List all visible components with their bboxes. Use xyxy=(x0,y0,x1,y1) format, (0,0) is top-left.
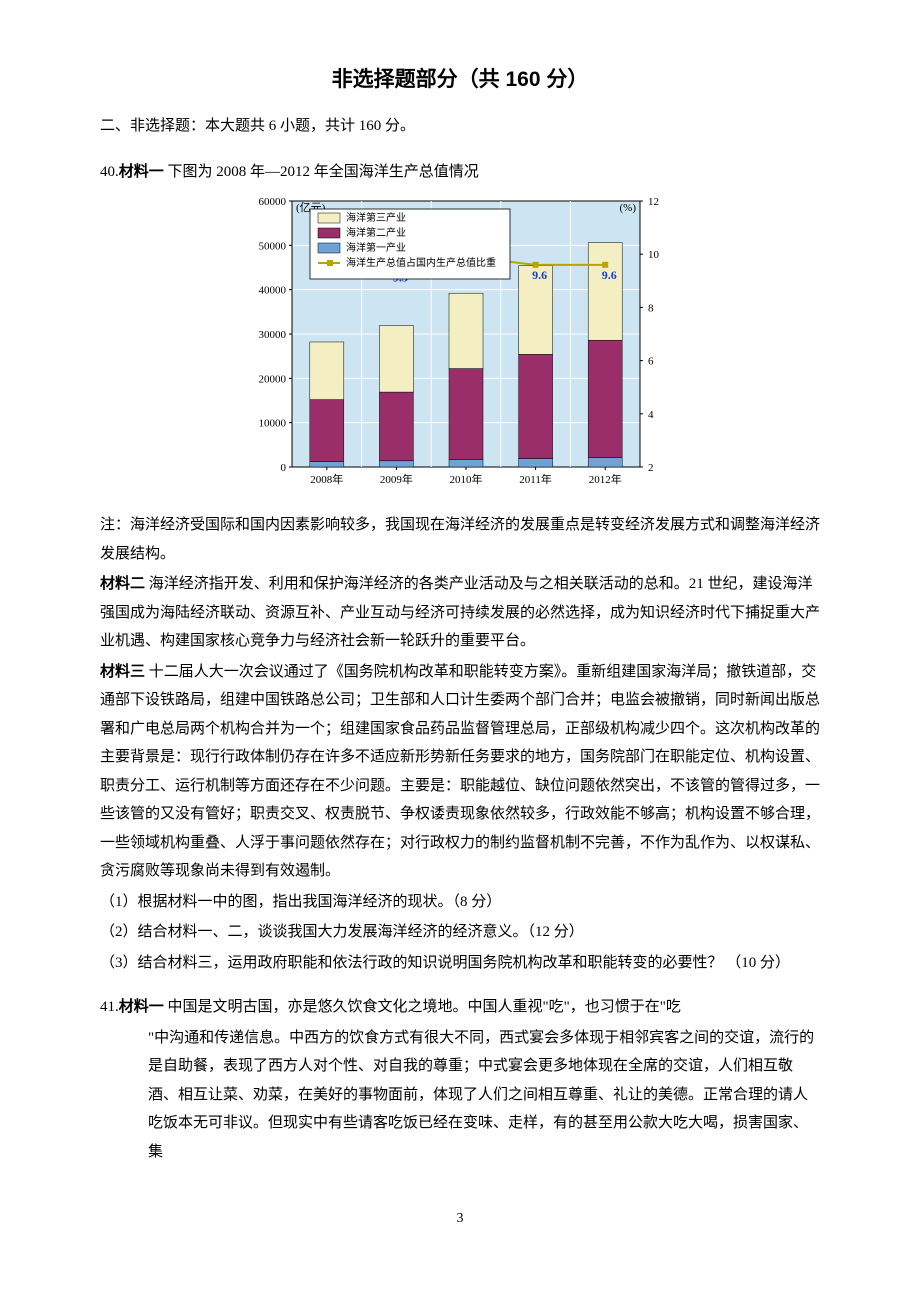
svg-text:海洋第三产业: 海洋第三产业 xyxy=(346,211,406,224)
q41-m1-first: 中国是文明古国，亦是悠久饮食文化之境地。中国人重视"吃"，也习惯于在"吃 xyxy=(164,999,681,1015)
svg-text:60000: 60000 xyxy=(259,196,287,208)
svg-text:10000: 10000 xyxy=(259,418,287,430)
ocean-chart: 0 10000 20000 30000 40000 50000 60000 2 4 6 8 10 12 (… xyxy=(240,193,680,504)
q40-m3-text: 十二届人大一次会议通过了《国务院机构改革和职能转变方案》。重新组建国家海洋局；撤… xyxy=(100,664,820,880)
q40-m2: 材料二 海洋经济指开发、利用和保护海洋经济的各类产业活动及与之相关联活动的总和。… xyxy=(100,570,820,656)
q40-sub2: （2）结合材料一、二，谈谈我国大力发展海洋经济的经济意义。（12 分） xyxy=(100,918,820,947)
svg-text:20000: 20000 xyxy=(259,373,287,385)
svg-text:2009年: 2009年 xyxy=(380,472,413,486)
q40-m1-text: 下图为 2008 年—2012 年全国海洋生产总值情况 xyxy=(164,164,479,180)
svg-text:(%): (%) xyxy=(620,202,637,214)
q40-m2-label: 材料二 xyxy=(100,575,145,592)
svg-text:40000: 40000 xyxy=(259,285,287,297)
svg-text:海洋生产总值占国内生产总值比重: 海洋生产总值占国内生产总值比重 xyxy=(346,256,496,269)
q40-note: 注：海洋经济受国际和国内因素影响较多，我国现在海洋经济的发展重点是转变经济发展方… xyxy=(100,511,820,568)
svg-text:10: 10 xyxy=(648,249,660,261)
q40-m3-label: 材料三 xyxy=(100,663,145,680)
svg-text:30000: 30000 xyxy=(259,329,287,341)
svg-text:海洋第二产业: 海洋第二产业 xyxy=(346,226,406,239)
q41-number: 41. xyxy=(100,999,119,1015)
q40-header: 40.材料一 下图为 2008 年—2012 年全国海洋生产总值情况 xyxy=(100,158,820,187)
q41-m1: 41.材料一 中国是文明古国，亦是悠久饮食文化之境地。中国人重视"吃"，也习惯于… xyxy=(100,993,820,1022)
section-title: 非选择题部分（共 160 分） xyxy=(100,60,820,100)
instruction: 二、非选择题：本大题共 6 小题，共计 160 分。 xyxy=(100,112,820,141)
svg-text:12: 12 xyxy=(648,196,659,208)
q40-number: 40. xyxy=(100,164,119,180)
svg-text:9.6: 9.6 xyxy=(532,268,547,282)
q40-sub1: （1）根据材料一中的图，指出我国海洋经济的现状。（8 分） xyxy=(100,888,820,917)
q41-m1-rest: "中沟通和传递信息。中西方的饮食方式有很大不同，西式宴会多体现于相邻宾客之间的交… xyxy=(100,1024,820,1167)
page-number: 3 xyxy=(100,1206,820,1233)
svg-text:50000: 50000 xyxy=(259,240,287,252)
svg-text:2011年: 2011年 xyxy=(519,472,552,486)
chart-svg: 0 10000 20000 30000 40000 50000 60000 2 4 6 8 10 12 (… xyxy=(240,193,680,493)
q40-sub3: （3）结合材料三，运用政府职能和依法行政的知识说明国务院机构改革和职能转变的必要… xyxy=(100,949,820,978)
q40-m1-label: 材料一 xyxy=(119,163,164,180)
svg-text:4: 4 xyxy=(648,409,654,421)
svg-text:0: 0 xyxy=(281,462,287,474)
svg-text:9.6: 9.6 xyxy=(602,268,617,282)
q40-m3: 材料三 十二届人大一次会议通过了《国务院机构改革和职能转变方案》。重新组建国家海… xyxy=(100,658,820,886)
svg-text:2010年: 2010年 xyxy=(450,472,483,486)
svg-text:海洋第一产业: 海洋第一产业 xyxy=(346,241,406,254)
svg-text:6: 6 xyxy=(648,355,654,367)
svg-text:2012年: 2012年 xyxy=(589,472,622,486)
svg-text:8: 8 xyxy=(648,302,654,314)
q40-m2-text: 海洋经济指开发、利用和保护海洋经济的各类产业活动及与之相关联活动的总和。21 世… xyxy=(100,576,820,649)
q41-m1-label: 材料一 xyxy=(119,998,164,1015)
svg-text:2: 2 xyxy=(648,462,654,474)
svg-text:2008年: 2008年 xyxy=(310,472,343,486)
